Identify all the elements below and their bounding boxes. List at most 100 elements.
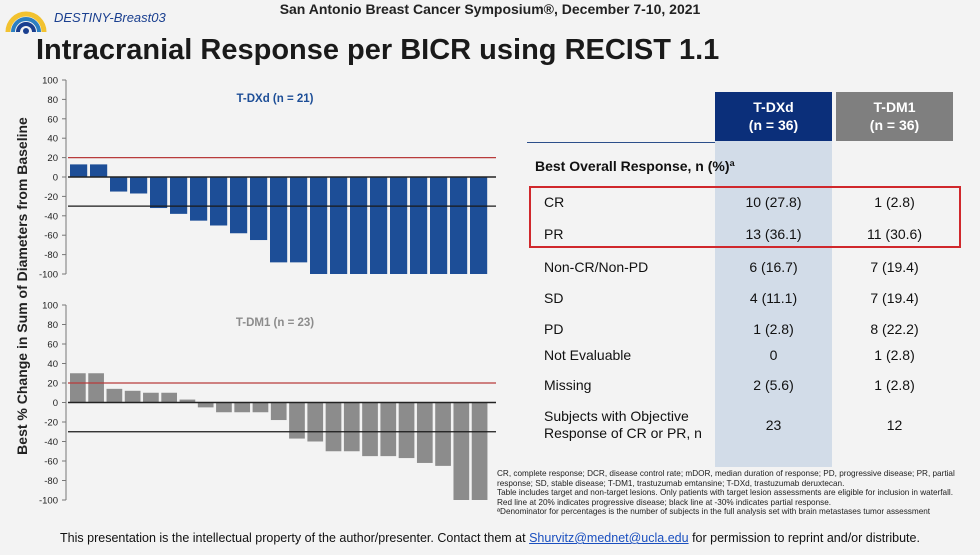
bar bbox=[370, 177, 388, 274]
conference-title: San Antonio Breast Cancer Symposium®, De… bbox=[279, 1, 701, 17]
footer: This presentation is the intellectual pr… bbox=[0, 531, 980, 545]
section-label: Best Overall Response, n (%)ª bbox=[535, 158, 735, 174]
y-tick-label: 0 bbox=[53, 173, 58, 184]
tdm1-value: 11 (30.6) bbox=[867, 226, 922, 242]
bar bbox=[88, 373, 104, 403]
y-tick-label: 40 bbox=[47, 134, 58, 145]
tdxd-header-n: (n = 36) bbox=[748, 117, 799, 133]
y-tick-label: -60 bbox=[44, 231, 58, 242]
tdxd-value: 0 bbox=[769, 347, 778, 363]
bar bbox=[234, 402, 251, 413]
y-tick-label: 80 bbox=[47, 95, 58, 106]
tdm1-value: 7 (19.4) bbox=[870, 259, 919, 275]
tdm1-column-header: T-DM1 (n = 36) bbox=[836, 92, 953, 141]
y-tick-label: 80 bbox=[47, 320, 58, 331]
slide-title: Intracranial Response per BICR using REC… bbox=[36, 34, 720, 66]
trial-name: DESTINY-Breast03 bbox=[54, 10, 166, 25]
bar bbox=[179, 399, 196, 403]
bar bbox=[307, 402, 324, 442]
bar bbox=[252, 402, 269, 413]
y-tick-label: 100 bbox=[42, 301, 58, 312]
y-tick-label: 100 bbox=[42, 76, 58, 87]
bar bbox=[330, 177, 348, 274]
tdm1-header-name: T-DM1 bbox=[873, 99, 916, 115]
y-tick-label: -100 bbox=[39, 496, 58, 507]
bar bbox=[70, 373, 86, 403]
row-label: PD bbox=[544, 321, 564, 337]
y-tick-label: -40 bbox=[44, 211, 58, 222]
tdxd-value: 6 (16.7) bbox=[749, 259, 798, 275]
row-label-line: Response of CR or PR, n bbox=[544, 425, 702, 441]
cr-pr-highlight-box bbox=[529, 186, 961, 248]
y-tick-label: -20 bbox=[44, 418, 58, 429]
bar bbox=[270, 402, 287, 421]
bar bbox=[416, 402, 433, 463]
footnotes: CR, complete response; DCR, disease cont… bbox=[497, 469, 967, 517]
bar bbox=[290, 177, 308, 263]
bar bbox=[410, 177, 428, 274]
contact-email-link[interactable]: Shurvitz@mednet@ucla.edu bbox=[529, 531, 689, 545]
bar bbox=[110, 177, 128, 192]
bar bbox=[325, 402, 342, 452]
footnote: CR, complete response; DCR, disease cont… bbox=[497, 469, 955, 488]
y-tick-label: 0 bbox=[53, 398, 58, 409]
bar bbox=[450, 177, 468, 274]
y-tick-label: -20 bbox=[44, 192, 58, 203]
tdxd-column-shade bbox=[715, 92, 832, 467]
tdxd-value: 13 (36.1) bbox=[745, 226, 802, 242]
chart-title: T-DM1 (n = 23) bbox=[236, 317, 314, 329]
y-tick-label: -60 bbox=[44, 457, 58, 468]
tdm1-value: 7 (19.4) bbox=[870, 290, 919, 306]
symposium-logo-icon bbox=[5, 11, 47, 34]
bar bbox=[362, 402, 378, 457]
bar bbox=[250, 177, 268, 241]
y-tick-label: 20 bbox=[47, 153, 58, 164]
y-tick-label: 60 bbox=[47, 114, 58, 125]
bar bbox=[143, 392, 159, 403]
footnote: Table includes target and non-target les… bbox=[497, 488, 954, 498]
tdm1-value: 1 (2.8) bbox=[874, 194, 915, 210]
row-label: Not Evaluable bbox=[544, 347, 632, 363]
tdxd-value: 1 (2.8) bbox=[753, 321, 794, 337]
footnote: Red line at 20% indicates progressive di… bbox=[497, 497, 832, 507]
bar bbox=[161, 392, 178, 403]
bar bbox=[435, 402, 451, 466]
bar bbox=[90, 164, 108, 177]
bar bbox=[150, 177, 168, 209]
bar bbox=[70, 164, 88, 177]
bar bbox=[310, 177, 328, 274]
bar bbox=[380, 402, 397, 457]
bar bbox=[470, 177, 488, 274]
row-label: CR bbox=[544, 194, 565, 210]
tdm1-value: 1 (2.8) bbox=[874, 347, 915, 363]
tdxd-value: 4 (11.1) bbox=[749, 290, 798, 306]
bar bbox=[210, 177, 228, 226]
bar bbox=[453, 402, 470, 500]
bar bbox=[190, 177, 208, 221]
tdxd-value: 2 (5.6) bbox=[753, 377, 794, 393]
bar bbox=[343, 402, 360, 452]
row-label-line: Subjects with Objective bbox=[544, 408, 689, 424]
y-tick-label: -40 bbox=[44, 437, 58, 448]
chart-title: T-DXd (n = 21) bbox=[237, 93, 314, 105]
bar bbox=[230, 177, 248, 234]
tdm1-header-n: (n = 36) bbox=[869, 117, 920, 133]
y-tick-label: -80 bbox=[44, 250, 58, 261]
row-label: Non-CR/Non-PD bbox=[544, 259, 649, 275]
bar bbox=[350, 177, 368, 274]
tdxd-value: 23 bbox=[765, 417, 782, 433]
bar bbox=[289, 402, 305, 439]
header-divider bbox=[527, 142, 715, 143]
y-tick-label: 40 bbox=[47, 359, 58, 370]
row-label: PR bbox=[544, 226, 564, 242]
tdm1-value: 1 (2.8) bbox=[874, 377, 915, 393]
bar bbox=[197, 402, 214, 408]
footnote: ªDenominator for percentages is the numb… bbox=[497, 507, 931, 517]
y-tick-label: 20 bbox=[47, 379, 58, 390]
bar bbox=[390, 177, 408, 274]
tdm1-value: 8 (22.2) bbox=[870, 321, 919, 337]
row-label: Subjects with Objective Response of CR o… bbox=[544, 408, 702, 442]
y-tick-label: 60 bbox=[47, 340, 58, 351]
y-tick-label: -100 bbox=[39, 270, 58, 281]
y-tick-label: -80 bbox=[44, 476, 58, 487]
